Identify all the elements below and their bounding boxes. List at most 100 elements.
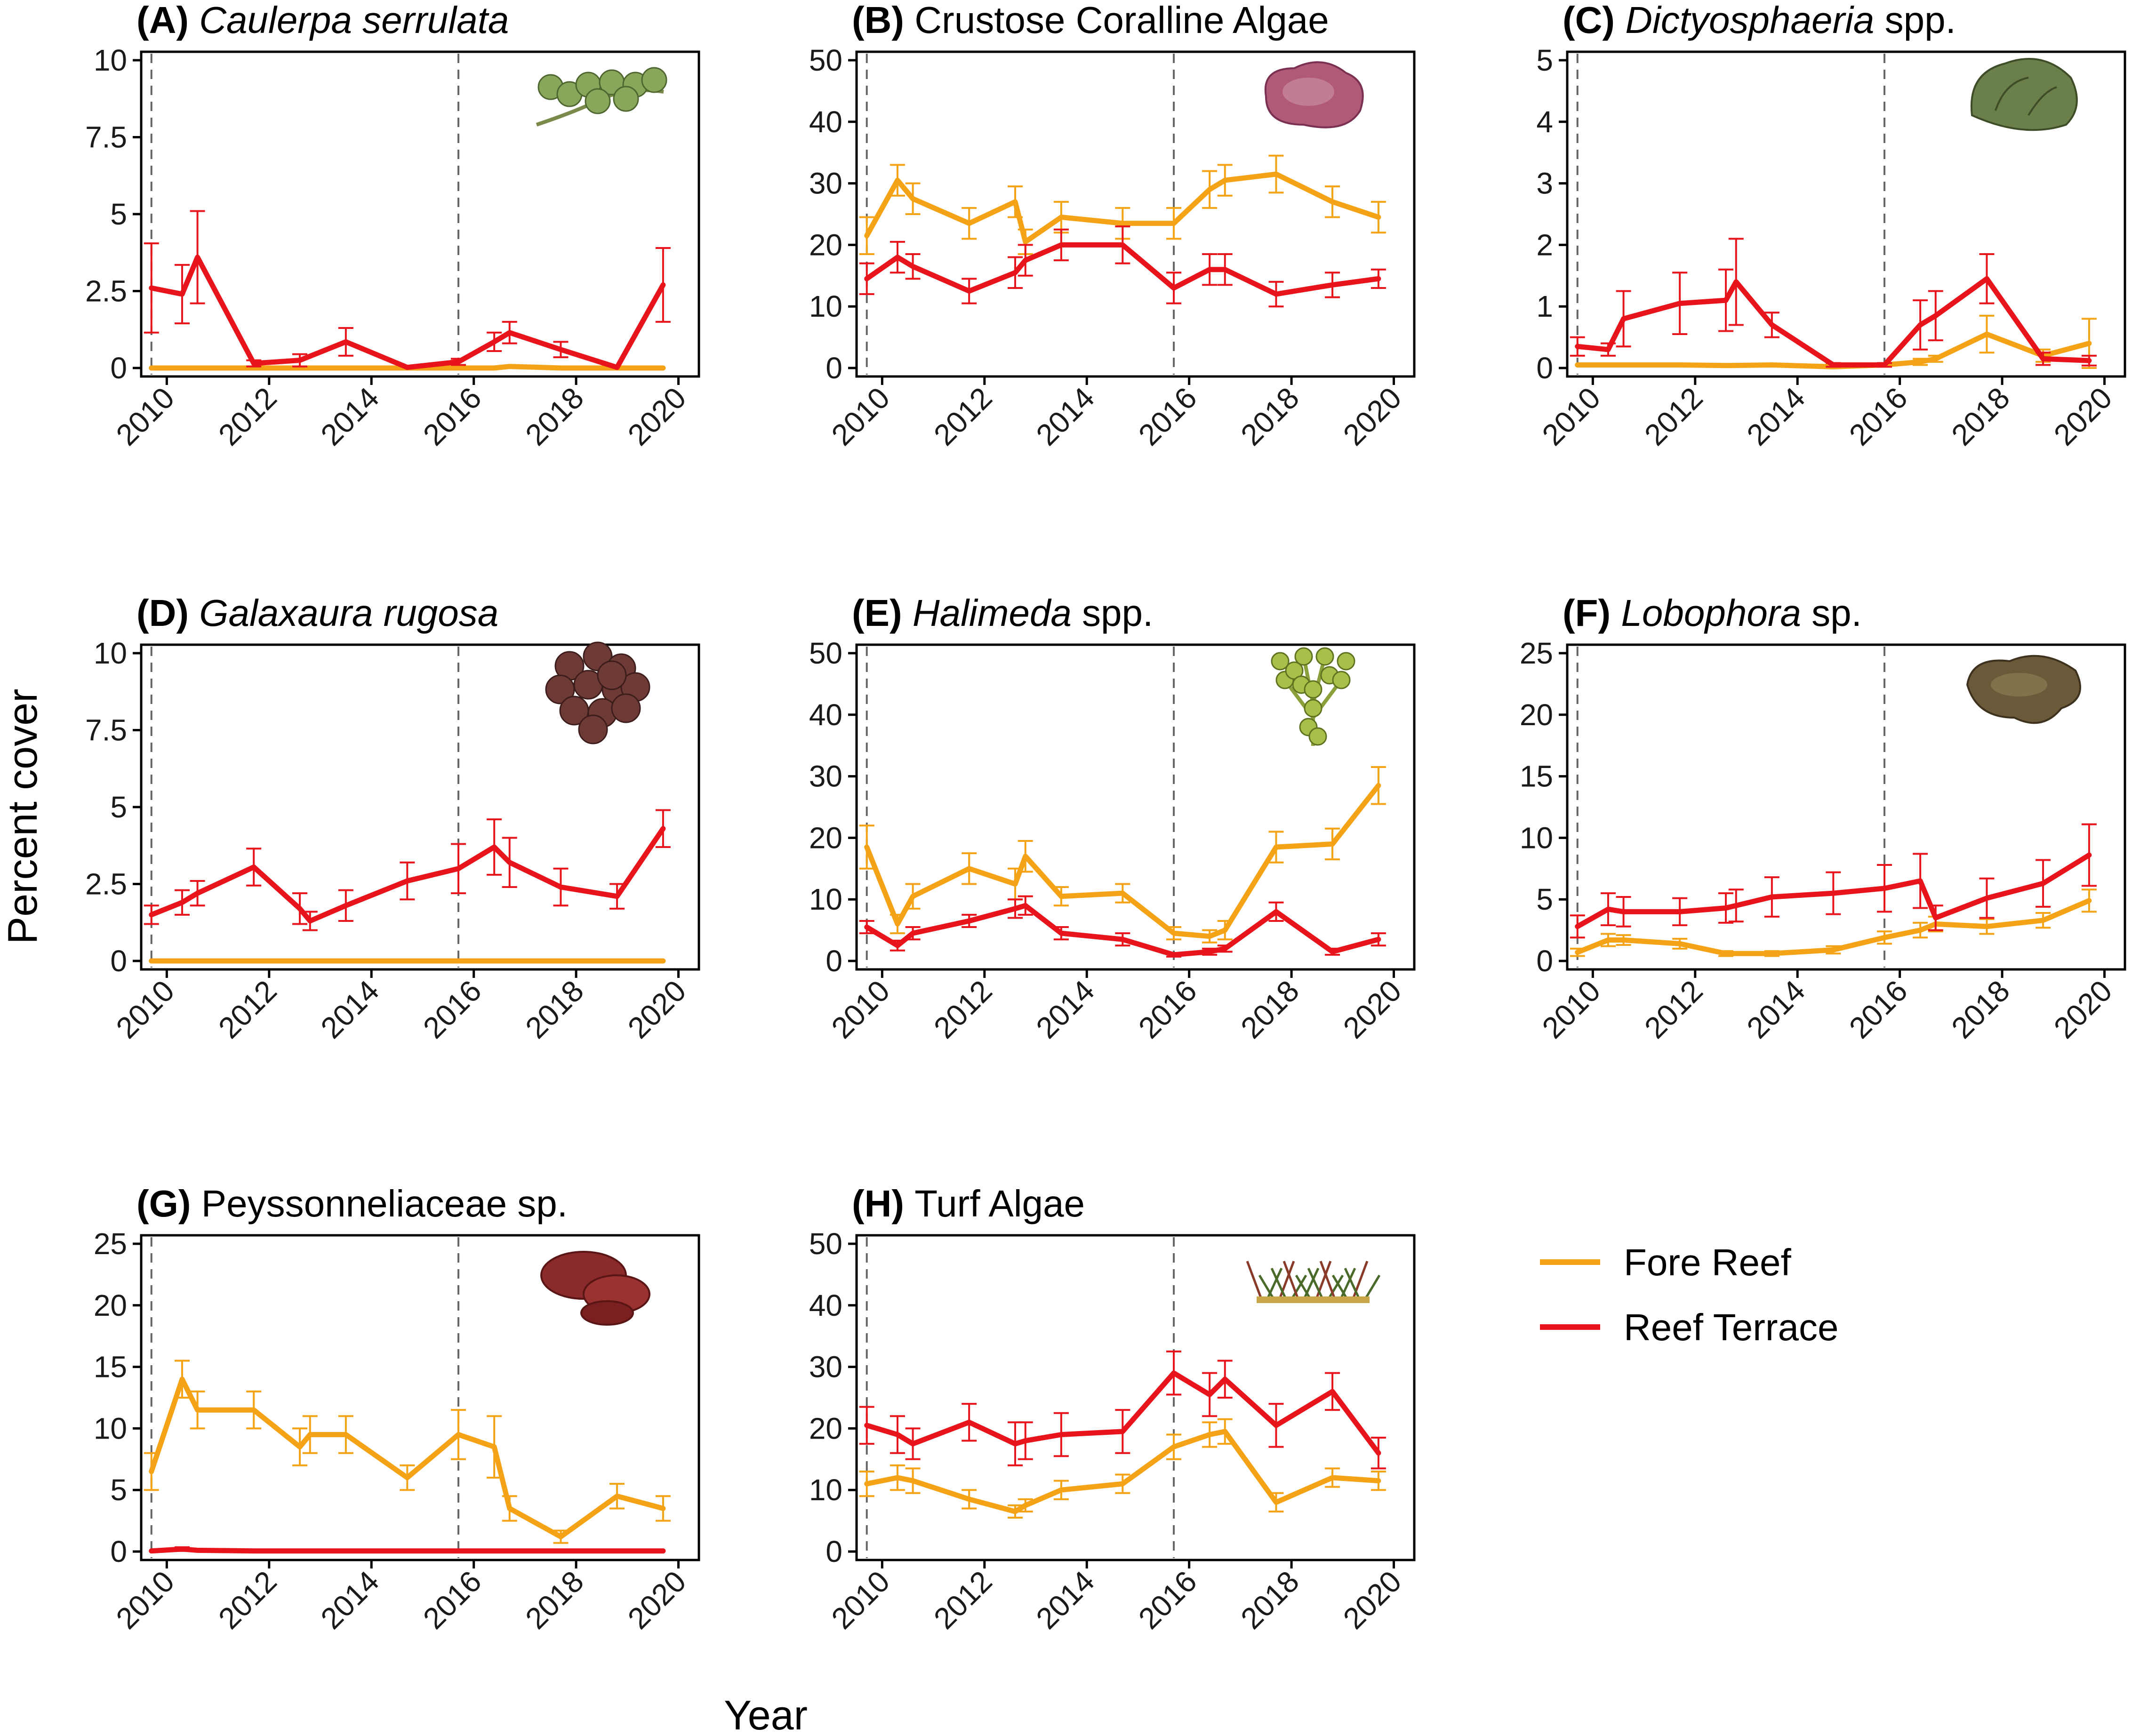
x-tick-label-a-3: 2016 [417,381,488,452]
x-tick-label-d-5: 2020 [621,974,693,1045]
halimeda-icon [1271,647,1355,746]
icon-galaxaura-10 [578,714,608,744]
data-point-g-fore-reef-0 [150,1470,152,1472]
panel-name-g: Peyssonneliaceae sp. [201,1183,568,1224]
icon-turf-blade-6 [1282,1261,1299,1299]
data-point-e-reef-terrace-11 [1275,911,1277,913]
series-g-fore-reef [144,1360,671,1544]
data-point-e-reef-terrace-6 [1060,932,1062,935]
series-d-reef-terrace [144,809,671,931]
data-point-a-fore-reef-8 [493,367,496,369]
icon-turf-base [1257,1296,1370,1303]
data-point-c-fore-reef-3 [1679,364,1681,366]
data-point-d-reef-terrace-6 [345,904,347,907]
y-tick-label-g-4: 20 [94,1288,127,1322]
data-point-f-fore-reef-1 [1607,939,1609,941]
icon-halimeda-seg-8 [1337,652,1355,671]
x-tick-label-g-1: 2012 [212,1564,283,1636]
y-tick-label-a-1: 2.5 [85,274,127,308]
data-point-a-fore-reef-4 [299,367,301,369]
data-point-c-fore-reef-8 [1919,360,1922,363]
data-point-h-fore-reef-12 [1331,1477,1334,1479]
data-point-g-reef-terrace-8 [493,1550,496,1552]
data-point-d-fore-reef-3 [253,960,255,962]
data-point-c-reef-terrace-12 [2042,358,2044,360]
data-point-a-reef-terrace-4 [299,359,301,361]
data-point-f-reef-terrace-9 [1919,880,1922,882]
data-point-h-fore-reef-0 [866,1483,868,1485]
icon-turf-blade-5 [1290,1274,1307,1300]
data-point-d-reef-terrace-5 [309,920,311,922]
y-tick-label-f-4: 20 [1520,698,1553,732]
series-line-f-reef-terrace [1575,852,2092,929]
data-point-f-reef-terrace-3 [1679,911,1681,913]
data-point-b-fore-reef-8 [1173,222,1175,224]
data-point-h-reef-terrace-13 [1377,1452,1379,1454]
data-point-d-fore-reef-9 [508,960,511,962]
y-tick-label-e-0: 0 [826,944,842,978]
data-point-b-reef-terrace-2 [912,265,914,268]
y-tick-label-b-0: 0 [826,351,842,385]
x-tick-label-h-1: 2012 [927,1564,999,1636]
data-point-c-reef-terrace-7 [1832,364,1835,366]
x-tick-label-d-4: 2018 [519,974,590,1045]
data-point-b-reef-terrace-12 [1331,284,1334,286]
series-line-b-fore-reef [864,171,1381,245]
y-tick-label-b-1: 10 [809,289,842,323]
series-line-c-reef-terrace [1575,276,2092,368]
panel-suffix-e: spp. [1072,592,1153,634]
data-point-f-fore-reef-12 [2088,899,2090,902]
data-point-e-fore-reef-12 [1331,843,1334,845]
y-tick-label-c-2: 2 [1536,228,1553,262]
data-point-a-fore-reef-12 [662,367,664,369]
icon-turf-blade-16 [1344,1267,1361,1300]
series-line-d-reef-terrace [149,826,666,924]
y-tick-label-g-1: 5 [110,1473,127,1507]
data-point-c-fore-reef-0 [1576,364,1579,366]
data-point-b-reef-terrace-11 [1275,293,1277,296]
y-tick-label-d-1: 2.5 [85,867,127,901]
y-tick-label-g-2: 10 [94,1411,127,1445]
icon-galaxaura-11 [597,660,627,690]
x-tick-label-a-0: 2010 [110,381,181,452]
icon-crust-highlight [1282,78,1334,106]
data-point-f-fore-reef-7 [1884,936,1886,939]
x-tick-label-b-0: 2010 [825,381,897,452]
data-point-a-reef-terrace-7 [457,360,460,363]
x-tick-label-a-1: 2012 [212,381,283,452]
icon-halimeda-seg-5 [1315,647,1334,666]
data-point-f-reef-terrace-1 [1607,908,1609,911]
data-point-f-reef-terrace-10 [1934,917,1937,919]
x-tick-label-c-4: 2018 [1945,381,2016,452]
series-line-g-fore-reef [149,1376,666,1540]
data-point-h-fore-reef-2 [912,1480,914,1482]
x-tick-label-d-2: 2014 [314,974,386,1045]
data-point-g-fore-reef-12 [616,1495,618,1497]
plot-frame-e [855,643,1416,971]
data-point-d-reef-terrace-0 [150,913,152,916]
panel-letter-c: (C) [1563,0,1625,41]
series-line-h-reef-terrace [864,1370,1381,1456]
data-point-f-reef-terrace-7 [1832,892,1835,895]
data-point-g-reef-terrace-12 [662,1550,664,1552]
x-tick-label-h-4: 2018 [1234,1564,1306,1636]
data-point-c-fore-reef-12 [2088,342,2090,344]
data-point-h-reef-terrace-4 [1014,1443,1017,1445]
data-point-h-reef-terrace-2 [912,1443,914,1445]
data-point-f-fore-reef-5 [1771,952,1773,955]
data-point-f-reef-terrace-4 [1725,907,1727,909]
data-point-h-fore-reef-10 [1224,1430,1226,1432]
data-point-d-fore-reef-10 [560,960,562,962]
data-point-d-reef-terrace-9 [493,846,496,848]
data-point-e-fore-reef-6 [1060,895,1062,897]
data-point-d-fore-reef-8 [493,960,496,962]
plot-frame-g [140,1234,700,1561]
data-point-c-reef-terrace-2 [1622,318,1625,320]
icon-dictyo [1970,58,2078,131]
panel-name-d: Galaxaura rugosa [199,592,498,634]
data-point-b-reef-terrace-5 [1024,259,1026,262]
peyssonneliaceae-icon [540,1251,650,1326]
x-tick-label-h-0: 2010 [825,1564,897,1636]
data-point-d-fore-reef-4 [299,960,301,962]
